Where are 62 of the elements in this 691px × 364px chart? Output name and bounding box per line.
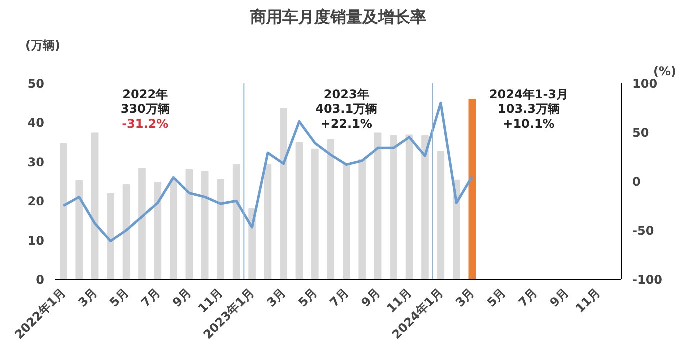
y-tick-label: 30 [28,155,45,170]
bar [296,142,304,280]
x-tick-label: 9月 [170,286,194,310]
x-tick-label: 7月 [327,286,352,310]
x-tick-label: 5月 [484,286,509,310]
x-tick-label: 3月 [453,286,478,310]
bar [91,132,99,280]
bar [327,139,335,280]
annotation: 2022年 [122,87,168,102]
y2-tick-label: 100 [632,77,658,91]
line-series [62,102,474,243]
annotation: 330万辆 [120,102,170,116]
annotation: +22.1% [320,116,372,131]
bar [107,194,114,280]
y-tick-label: 40 [28,116,45,130]
bar [138,168,146,280]
x-tick-label: 9月 [358,286,384,310]
bar [312,148,319,280]
annotation: +10.1% [503,116,555,131]
bar [60,143,68,280]
bar [406,134,414,280]
annotation: 403.1万辆 [316,102,378,116]
x-tick-label: 3月 [264,286,289,310]
bar [422,136,429,280]
y-tick-label: 0 [36,273,45,287]
bar [186,169,194,280]
y2-tick-label: 0 [632,175,641,189]
bar [232,164,240,280]
y-axis-title: (万辆) [26,38,60,52]
bar [122,184,130,280]
annotation: 2024年1-3月 [489,87,569,102]
x-tick-label: 3月 [76,286,100,310]
annotation: 2023年 [324,87,370,102]
annotation: -31.2% [122,116,169,131]
y-tick-label: 20 [28,194,45,209]
bar [201,171,209,280]
y2-tick-label: -50 [632,224,654,238]
bar [264,164,272,280]
bar [437,151,445,280]
bar [76,180,83,280]
y-tick-label: 10 [28,234,45,248]
bar [280,108,288,280]
chart-title: 商用车月度销量及增长率 [250,8,426,26]
bar [468,99,476,280]
x-tick-label: 11月 [572,286,604,316]
annotation: 103.3万辆 [498,102,560,116]
x-tick-label: 7月 [516,286,540,310]
bar [374,132,382,280]
bar [154,182,162,280]
y2-tick-label: -100 [632,273,663,287]
bar [217,179,224,280]
x-tick-label: 7月 [138,286,163,310]
y-tick-label: 50 [28,77,45,91]
bar [390,136,398,280]
x-tick-label: 9月 [547,286,572,310]
x-tick-label: 5月 [107,286,132,310]
y2-axis-title: (%) [654,64,677,78]
bar [342,163,350,280]
x-tick-label: 5月 [296,286,320,310]
y2-tick-label: 50 [632,126,650,140]
bar [170,179,178,280]
bar [358,159,366,280]
